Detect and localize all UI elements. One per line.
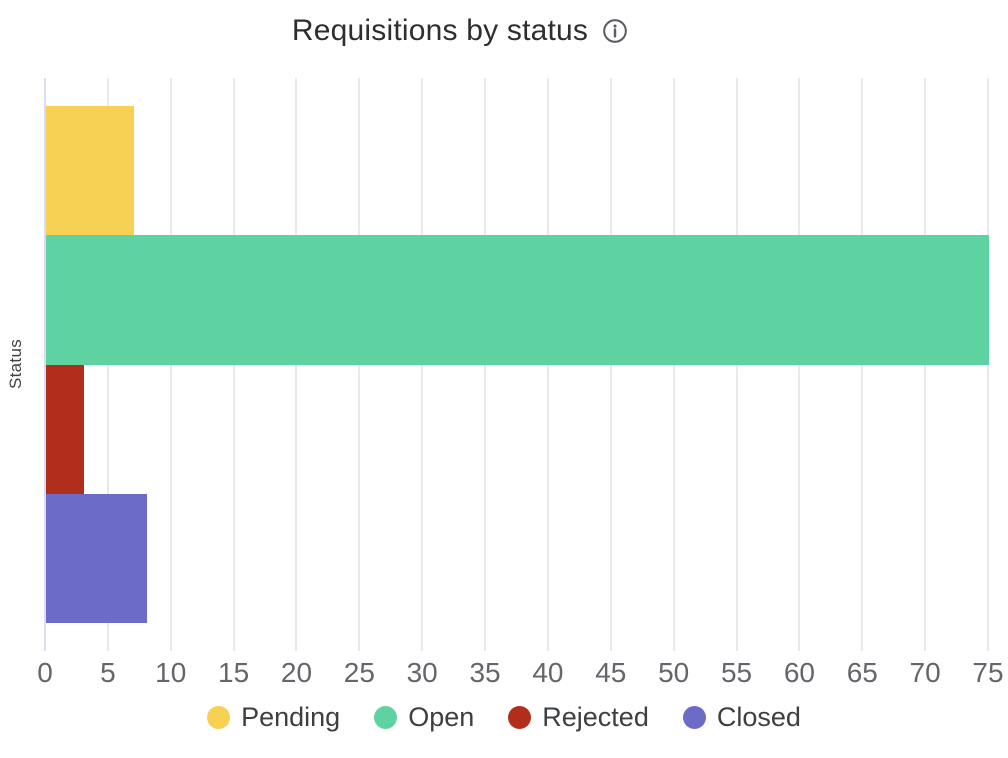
legend-swatch-pending	[207, 706, 231, 729]
legend-swatch-closed	[682, 706, 706, 729]
x-tick-label-15: 15	[218, 657, 250, 688]
chart-header: Requisitions by status	[0, 14, 920, 48]
bar-pending[interactable]	[46, 106, 134, 236]
gridline-40	[546, 78, 549, 651]
x-tick-label-25: 25	[343, 657, 375, 688]
gridline-15	[232, 78, 235, 651]
gridline-5	[106, 78, 109, 651]
legend-swatch-rejected	[508, 706, 532, 729]
legend-item-rejected[interactable]: Rejected	[508, 702, 649, 733]
x-tick-label-10: 10	[155, 657, 187, 688]
x-tick-label-65: 65	[846, 657, 878, 688]
plot-area	[44, 78, 989, 651]
gridline-60	[798, 78, 801, 651]
gridline-20	[295, 78, 298, 651]
legend-item-closed[interactable]: Closed	[682, 702, 801, 733]
y-axis-label: Status	[6, 339, 25, 389]
legend-swatch-open	[374, 706, 398, 729]
gridline-55	[735, 78, 738, 651]
gridline-50	[672, 78, 675, 651]
legend-label: Closed	[716, 702, 801, 732]
legend-label: Pending	[241, 702, 341, 732]
bar-rejected[interactable]	[46, 364, 84, 494]
x-tick-label-70: 70	[909, 657, 941, 688]
bar-closed[interactable]	[46, 493, 147, 623]
info-icon[interactable]	[602, 18, 628, 44]
gridline-25	[358, 78, 361, 651]
gridline-10	[169, 78, 172, 651]
gridline-30	[421, 78, 424, 651]
x-tick-label-0: 0	[37, 657, 53, 688]
gridline-65	[861, 78, 864, 651]
x-tick-label-5: 5	[100, 657, 116, 688]
info-icon-glyph	[603, 19, 627, 43]
x-tick-label-35: 35	[469, 657, 501, 688]
chart-title: Requisitions by status	[291, 14, 589, 47]
x-tick-label-30: 30	[406, 657, 438, 688]
legend-label: Rejected	[542, 702, 649, 732]
legend-item-pending[interactable]: Pending	[207, 702, 340, 733]
x-tick-label-45: 45	[595, 657, 627, 688]
y-axis-line	[44, 78, 46, 651]
legend: Pending Open Rejected Closed	[0, 702, 1008, 733]
legend-label: Open	[408, 702, 475, 732]
x-tick-label-40: 40	[532, 657, 564, 688]
bar-open[interactable]	[46, 235, 989, 365]
legend-item-open[interactable]: Open	[374, 702, 474, 733]
x-tick-label-50: 50	[658, 657, 690, 688]
gridline-35	[484, 78, 487, 651]
gridline-45	[609, 78, 612, 651]
gridline-70	[924, 78, 927, 651]
x-tick-label-75: 75	[972, 657, 1004, 688]
x-tick-label-55: 55	[720, 657, 753, 688]
gridline-75	[987, 78, 989, 651]
x-tick-label-20: 20	[280, 657, 313, 688]
x-tick-label-60: 60	[783, 657, 815, 688]
